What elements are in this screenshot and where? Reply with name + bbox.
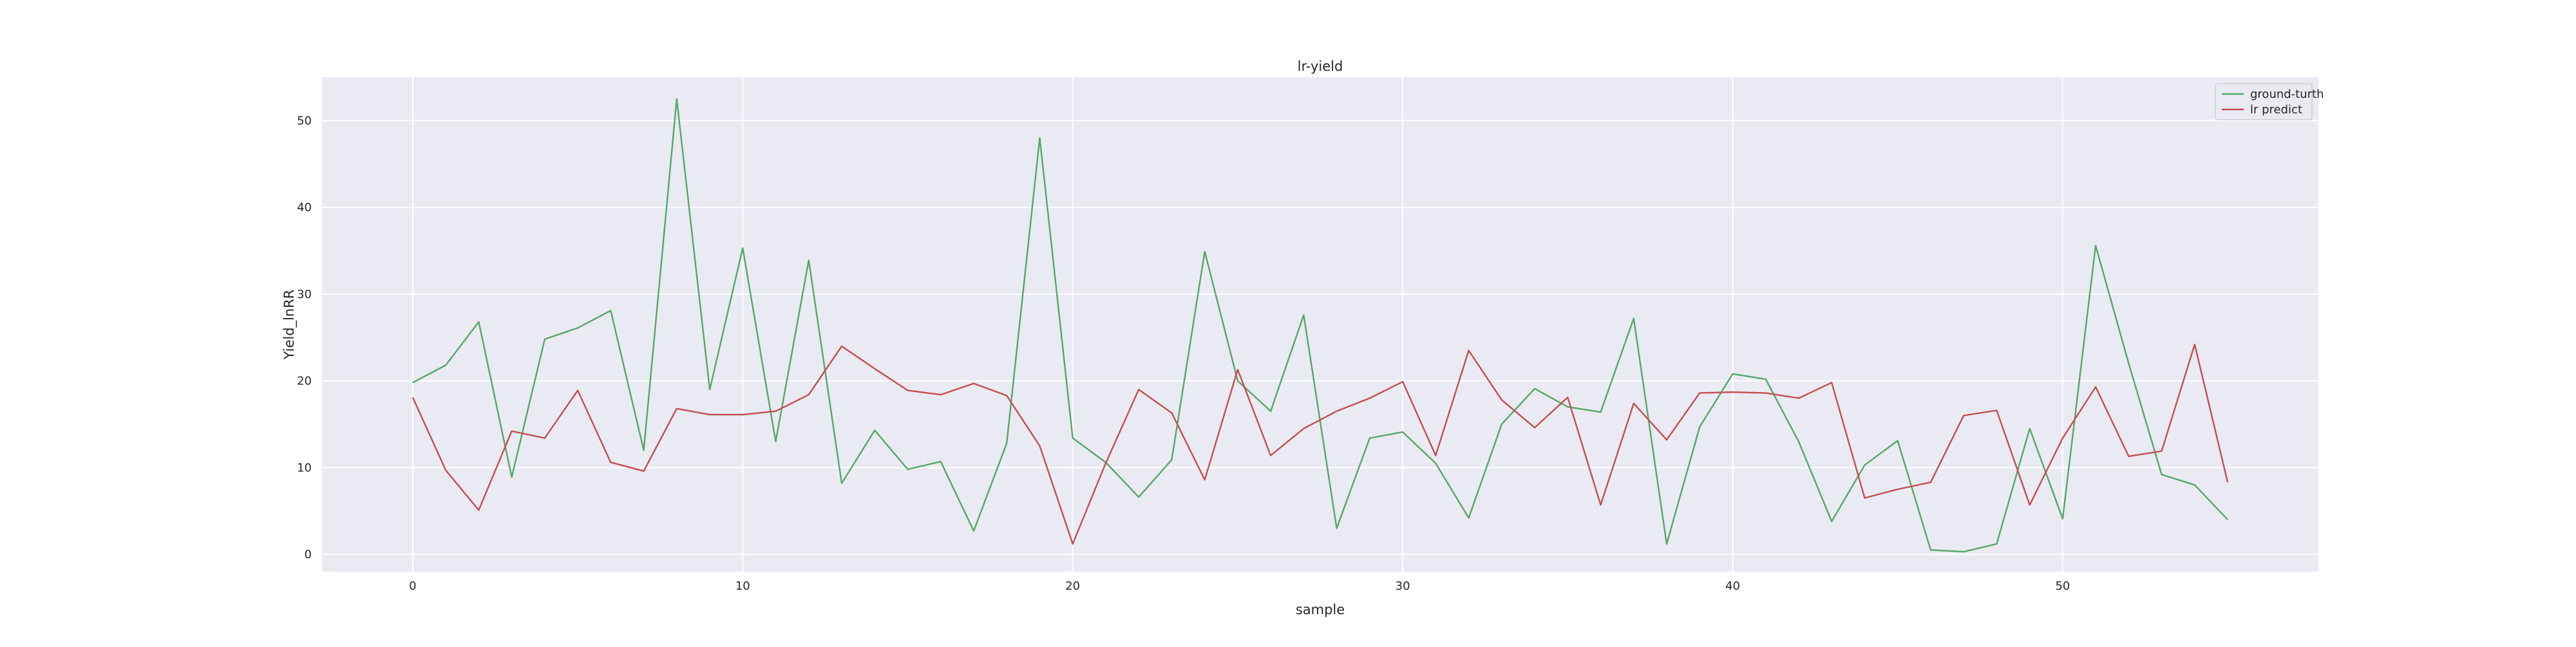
tick-labels: 0 10 20 30 40 50 0 10 20 30 40 50 xyxy=(297,114,2070,593)
chart-title: lr-yield xyxy=(1298,59,1343,74)
y-tick-label: 30 xyxy=(297,288,312,301)
legend: ground-turth lr predict xyxy=(2215,83,2324,120)
series-lines xyxy=(412,98,2229,553)
x-axis-label: sample xyxy=(1296,602,1345,617)
x-tick-label: 40 xyxy=(1725,579,1740,593)
y-tick-label: 40 xyxy=(297,201,312,214)
series-line-lr-predict xyxy=(412,343,2229,545)
y-axis-label: Yield_lnRR xyxy=(281,290,298,361)
legend-label-lr-predict: lr predict xyxy=(2250,103,2302,117)
x-tick-label: 20 xyxy=(1065,579,1080,593)
y-tick-label: 10 xyxy=(297,461,312,474)
x-tick-label: 50 xyxy=(2055,579,2070,593)
legend-box xyxy=(2215,83,2313,120)
series-line-ground-turth xyxy=(412,98,2228,553)
y-tick-label: 50 xyxy=(297,114,312,127)
x-tick-label: 30 xyxy=(1396,579,1410,593)
gridlines xyxy=(322,77,2318,572)
y-tick-label: 20 xyxy=(297,375,312,388)
x-tick-label: 10 xyxy=(735,579,750,593)
plot-area xyxy=(322,77,2318,572)
y-tick-label: 0 xyxy=(305,548,312,561)
x-tick-label: 0 xyxy=(409,579,416,593)
legend-label-ground-turth: ground-turth xyxy=(2250,88,2324,101)
